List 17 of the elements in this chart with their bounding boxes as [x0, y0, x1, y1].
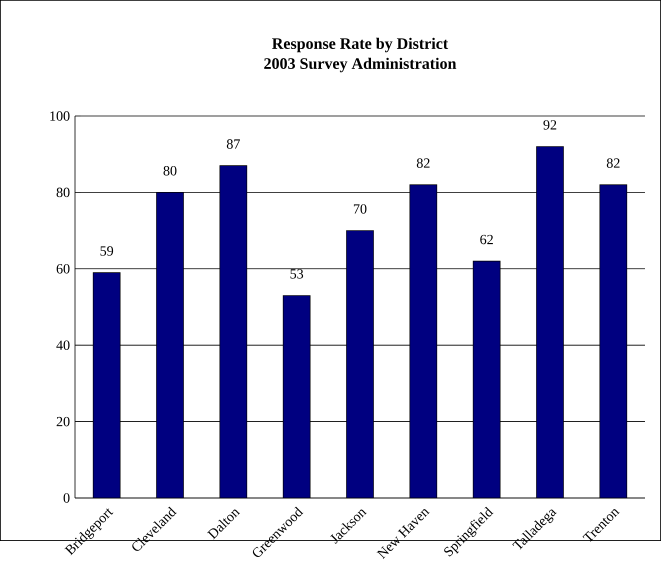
data-label: 92 [543, 120, 556, 130]
y-tick-label: 60 [56, 264, 70, 274]
data-label: 62 [480, 234, 493, 244]
chart-title: Response Rate by District [272, 37, 448, 52]
data-label: 59 [100, 246, 114, 256]
y-tick-label: 80 [56, 187, 70, 197]
y-tick-label: 20 [56, 416, 70, 426]
data-label: 87 [226, 139, 240, 148]
data-label: 53 [290, 268, 304, 278]
chart-subtitle: 2003 Survey Administration [264, 57, 456, 72]
data-label: 82 [606, 158, 620, 168]
data-label: 80 [164, 166, 176, 176]
y-tick-label: 40 [56, 340, 70, 350]
data-label: 70 [354, 204, 366, 214]
data-label: 82 [416, 158, 430, 168]
y-tick-label: 100 [50, 111, 70, 120]
y-tick-label: 0 [64, 493, 70, 502]
